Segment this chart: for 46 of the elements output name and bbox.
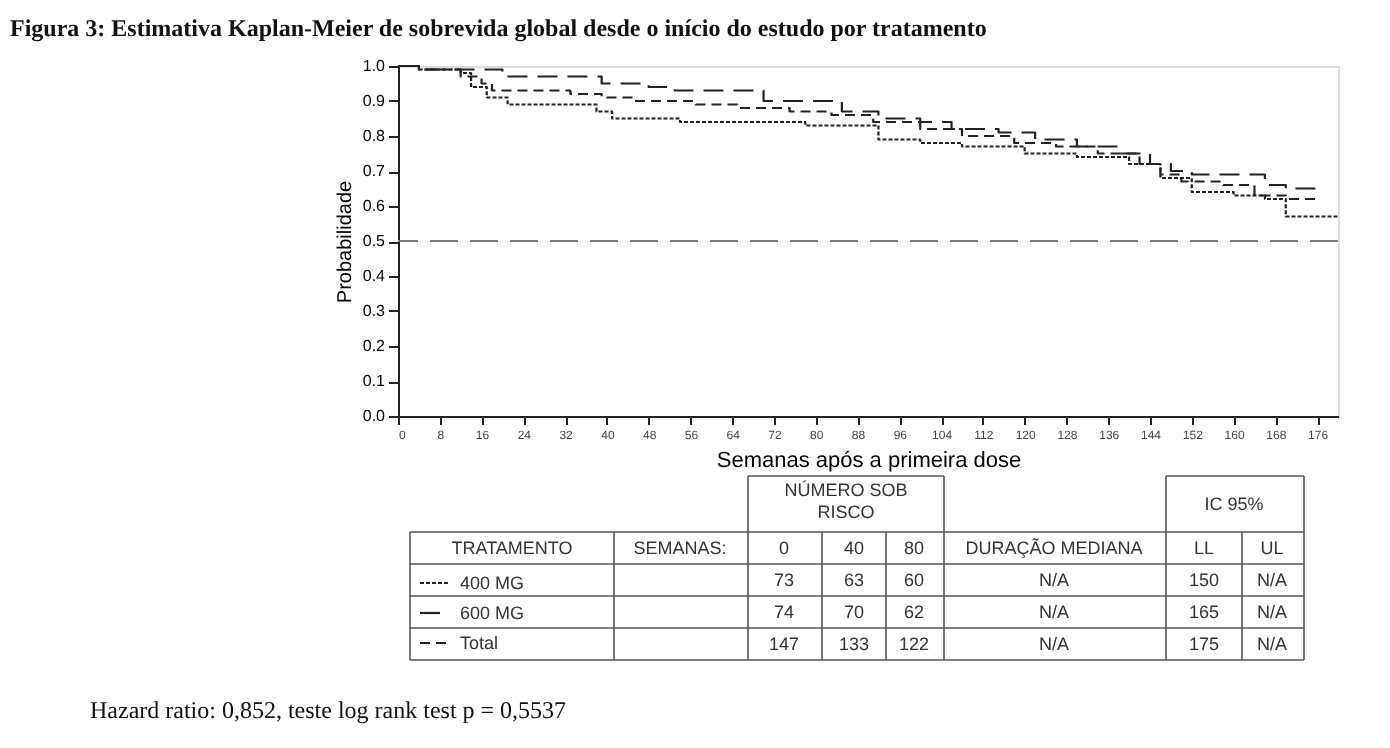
text: N/A [1256,602,1288,622]
text: N/A [1256,634,1288,654]
y-tick-label: 0.9 [362,92,387,110]
y-tick-label: 0.8 [362,127,387,145]
y-tick-label: 0.2 [362,337,387,355]
text: N/A [1038,634,1070,654]
legend-label: Total [460,633,499,653]
text: 133 [838,634,870,654]
text: UL [1260,538,1284,558]
text: 70 [843,602,865,622]
text: 147 [768,634,800,654]
text: NÚMERO SOB RISCO [784,480,908,522]
legend-label: 600 MG [460,603,525,623]
text: TRATAMENTO [451,538,573,558]
text: 150 [1188,570,1220,590]
text: 62 [903,602,925,622]
y-tick-label: 0.7 [362,162,387,180]
text: 63 [843,570,865,590]
text: 165 [1188,602,1220,622]
text: 175 [1188,634,1220,654]
chart-title: Figura 3: Estimativa Kaplan-Meier de sobrevida global desde o início do estudo por tratamento [10,14,987,42]
text: 122 [898,634,930,654]
text: 60 [903,570,925,590]
text: DURAÇÃO MEDIANA [965,538,1143,558]
text: IC 95% [1204,494,1264,514]
y-tick-label: 1.0 [362,57,387,75]
text: 80 [903,538,925,558]
text: 40 [843,538,865,558]
text: 74 [773,602,795,622]
text: 0 [778,538,790,558]
text: N/A [1038,602,1070,622]
text: SEMANAS: [633,538,727,558]
text: 73 [773,570,795,590]
y-tick-label: 0.0 [362,407,387,425]
y-tick-label: 0.4 [362,267,387,285]
y-tick-label: 0.1 [362,372,387,390]
text: N/A [1038,570,1070,590]
y-axis-title: Probabilidade [334,179,357,304]
text: N/A [1256,570,1288,590]
y-tick-label: 0.3 [362,302,387,320]
y-tick-label: 0.5 [362,232,387,250]
x-axis-title: Semanas após a primeira dose [716,449,1022,473]
text: Hazard ratio: 0,852, teste log rank test p = 0,5537 [90,696,567,724]
legend-label: 400 MG [460,573,525,593]
text: LL [1193,538,1215,558]
y-tick-label: 0.6 [362,197,387,215]
